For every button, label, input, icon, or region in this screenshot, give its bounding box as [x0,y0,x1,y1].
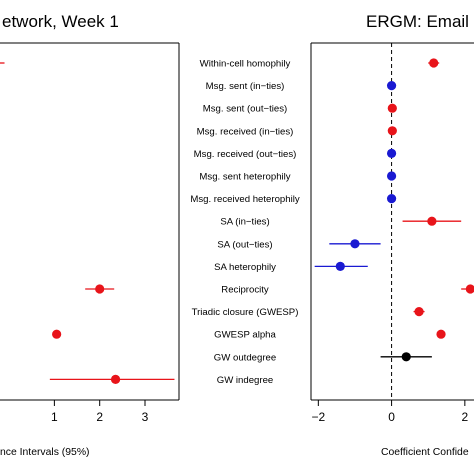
category-label-msg-sent-heterophily: Msg. sent heterophily [199,172,290,183]
right-msg-received-in-ties-point [387,126,397,136]
category-label-msg-received-heterophily: Msg. received heterophily [190,194,300,205]
right-msg-sent-heterophily-point [386,171,397,181]
category-label-triadic-closure-gwesp: Triadic closure (GWESP) [192,307,299,318]
category-labels: Within-cell homophily Msg. sent (in−ties)… [190,59,300,386]
left-panel: etwork, Week 1 1 2 3 nce Intervals (95%) [0,12,180,458]
right-triadic-closure-gwesp-point [414,307,424,317]
right-within-cell-homophily-point [429,58,439,68]
category-label-sa-out-ties: SA (out−ties) [217,239,272,250]
right-msg-received-out-ties-point [386,148,397,158]
category-label-gw-indegree: GW indegree [217,375,274,386]
left-panel-x-ticks: 1 2 3 [51,400,149,424]
right-tick-label-2: 2 [461,410,468,424]
right-msg-sent-in-ties-point [386,81,397,91]
right-tick-label-1: 0 [388,410,395,424]
left-tick-label-1: 2 [96,410,103,424]
right-panel-x-label: Coefficient Confide [381,447,469,458]
category-label-sa-in-ties: SA (in−ties) [220,217,269,228]
right-gwesp-alpha-point [436,329,446,339]
left-tick-label-2: 3 [142,410,149,424]
right-panel-title: ERGM: Email N [366,12,474,31]
left-gwesp-alpha-point [52,329,62,339]
category-label-gw-outdegree: GW outdegree [214,352,276,363]
left-panel-marks [0,62,175,384]
category-label-within-cell-homophily: Within-cell homophily [200,59,291,70]
right-msg-sent-out-ties-point [387,103,397,113]
category-label-msg-sent-in-ties: Msg. sent (in−ties) [206,81,285,92]
category-label-sa-heterophily: SA heterophily [214,262,276,273]
right-sa-heterophily-point [335,261,345,271]
right-gw-outdegree-point [401,352,411,362]
category-label-msg-sent-out-ties: Msg. sent (out−ties) [203,104,288,115]
left-tick-label-0: 1 [51,410,58,424]
category-label-msg-received-in-ties: Msg. received (in−ties) [197,126,294,137]
right-reciprocity-point [465,284,474,294]
category-label-reciprocity: Reciprocity [221,285,269,296]
category-label-gwesp-alpha: GWESP alpha [214,330,276,341]
right-panel-marks [314,58,474,362]
left-panel-x-label: nce Intervals (95%) [0,447,90,458]
category-label-msg-received-out-ties: Msg. received (out−ties) [194,149,297,160]
right-msg-received-heterophily-point [386,194,397,204]
left-panel-title: etwork, Week 1 [2,12,119,31]
right-panel-x-ticks: −2 0 2 [311,400,468,424]
right-tick-label-0: −2 [311,410,325,424]
right-sa-out-ties-point [350,239,360,249]
right-sa-in-ties-point [427,216,437,226]
left-reciprocity-point [95,284,105,294]
left-gw-indegree-point [110,374,121,384]
right-panel: ERGM: Email N −2 0 2 Coefficient Confide [310,12,474,458]
